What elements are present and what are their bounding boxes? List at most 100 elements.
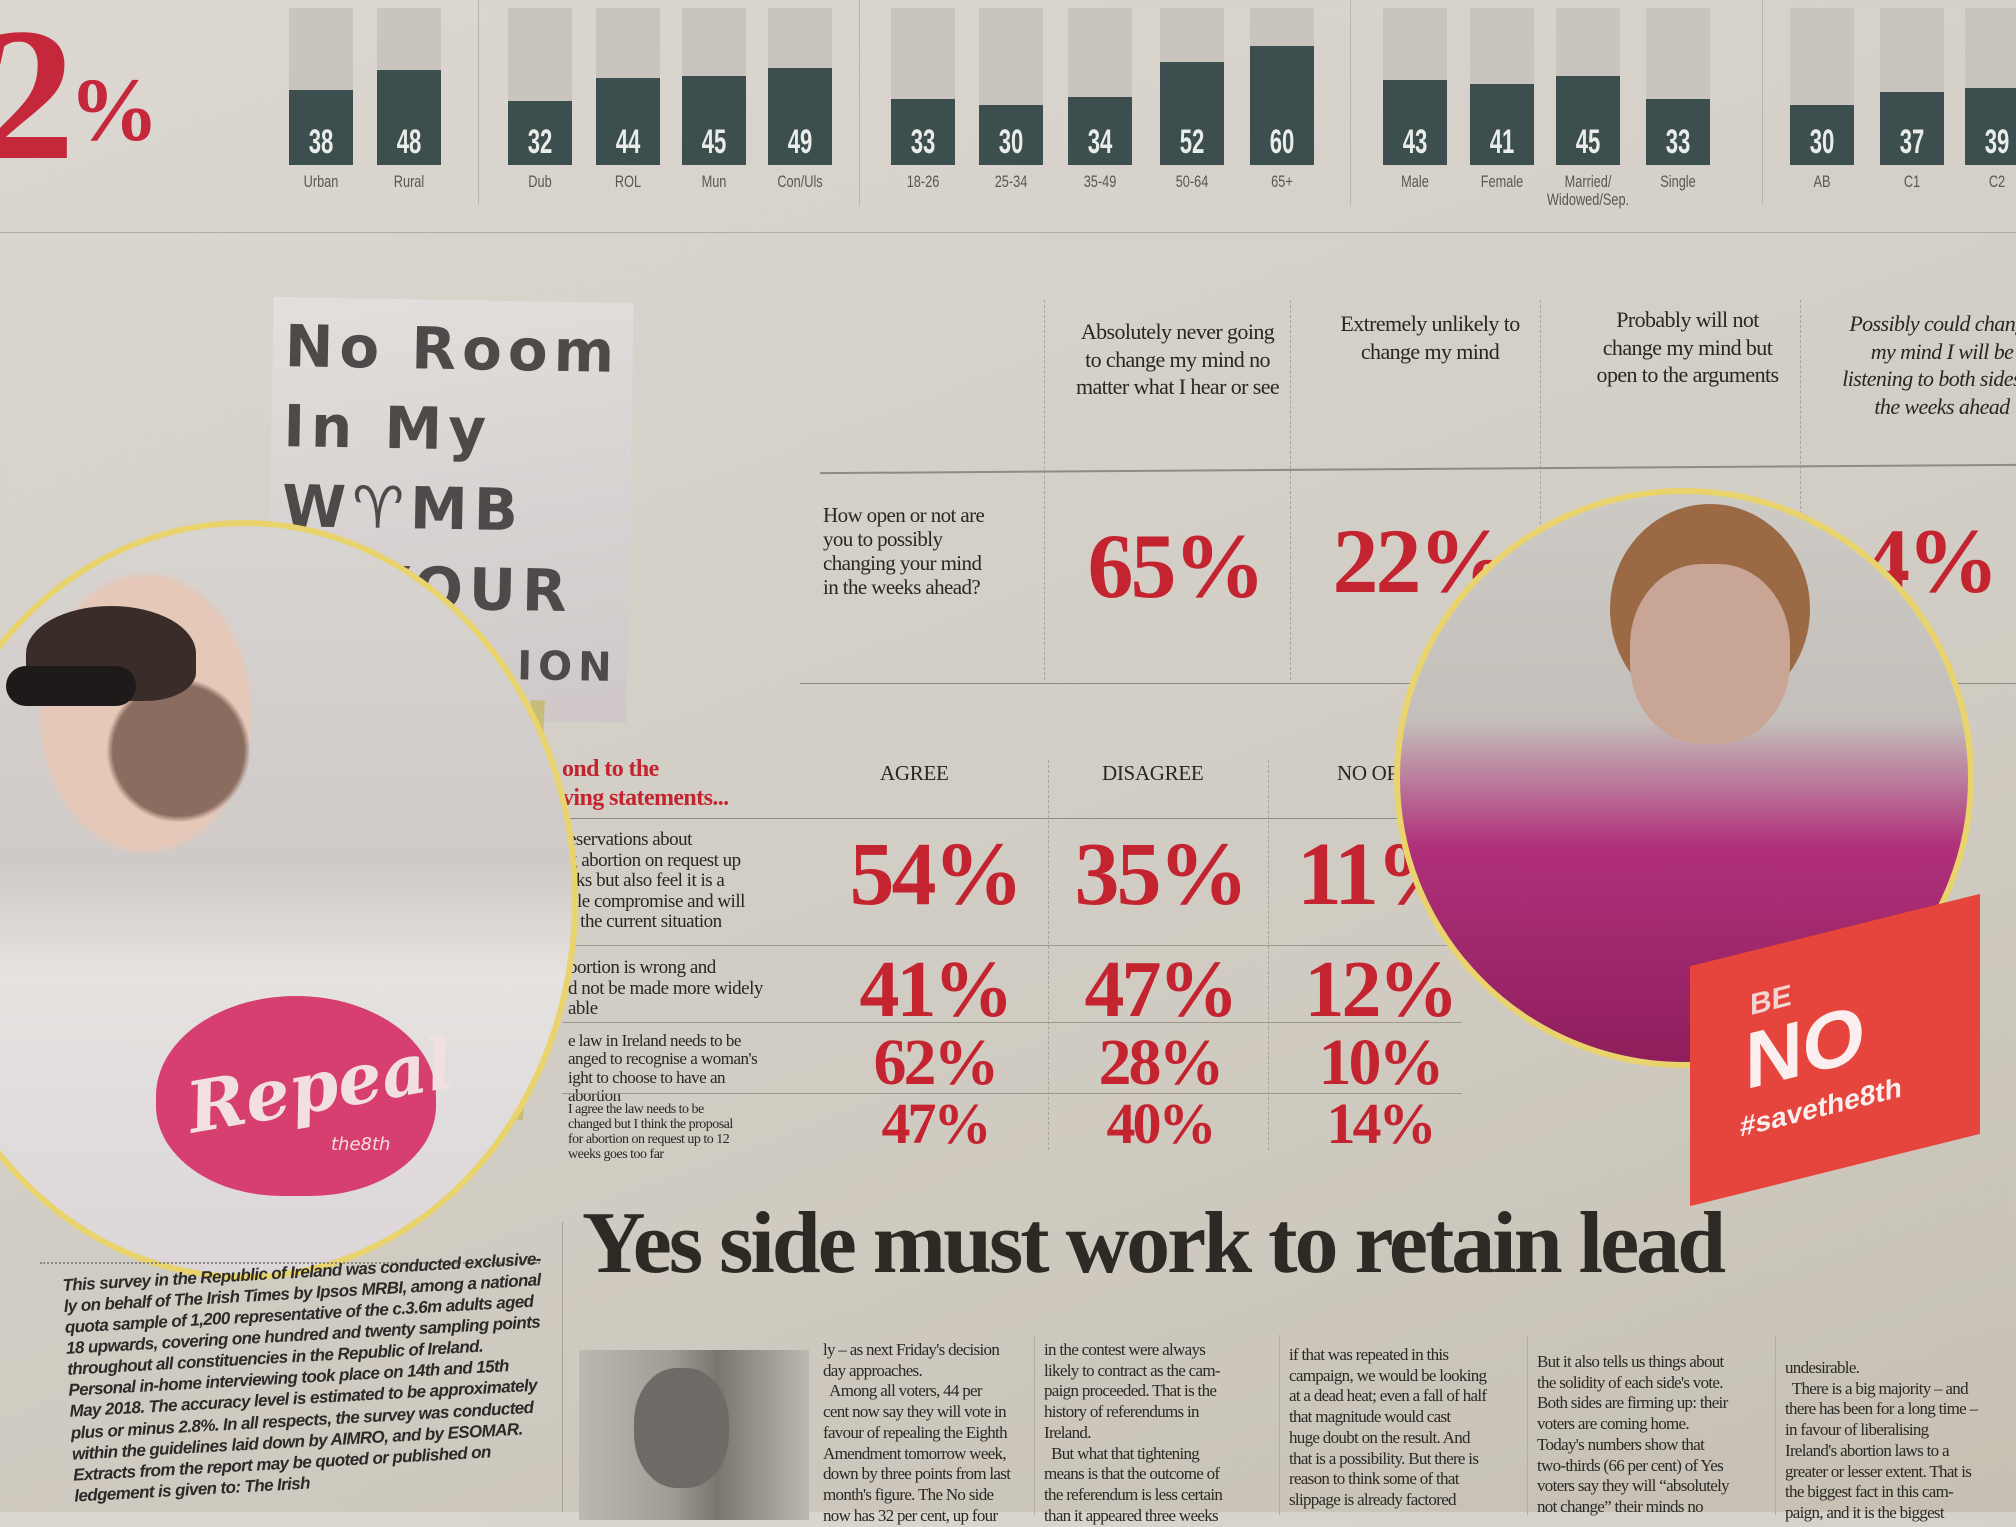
text-line: Ireland. (1044, 1423, 1274, 1444)
bar-value-label: 43 (1394, 125, 1436, 159)
text-line: if that was repeated in this (1289, 1345, 1519, 1366)
bar-value-label: 60 (1261, 125, 1303, 159)
bar-value-label: 48 (388, 125, 430, 159)
text-line: there has been for a long time – (1785, 1399, 2015, 1420)
statement-text: bortion is wrong and d not be made more … (568, 958, 830, 1020)
divider (1775, 1335, 1776, 1515)
text-line: that magnitude would cast (1289, 1407, 1519, 1428)
sunglasses-icon (6, 666, 136, 706)
divider (1527, 1335, 1528, 1515)
column-agree: AGREE (880, 763, 949, 784)
divider (1279, 1335, 1280, 1515)
pct-disagree: 35% (1055, 830, 1265, 920)
bar-category-label: Rural (363, 173, 456, 191)
bar-category-label: Female (1456, 173, 1549, 191)
column-header: Absolutely never going to change my mind… (1075, 318, 1280, 401)
text-line: Among all voters, 44 per (823, 1381, 1053, 1402)
bar-category-label: ROL (582, 173, 675, 191)
face (634, 1368, 729, 1488)
text-line: favour of repealing the Eighth (823, 1423, 1053, 1444)
pct-disagree: 47% (1055, 950, 1265, 1030)
bar-value-label: 45 (1567, 125, 1609, 159)
headline: Yes side must work to retain lead (582, 1200, 1723, 1288)
pct-agree: 47% (835, 1095, 1035, 1153)
bar-value-label: 30 (1801, 125, 1843, 159)
text-line: day approaches. (823, 1361, 1053, 1382)
text-line: at a dead heat; even a fall of half (1289, 1386, 1519, 1407)
pct-no-opinion: 10% (1280, 1030, 1480, 1096)
openness-question: How open or not are you to possibly chan… (823, 503, 998, 600)
text-line: now has 32 per cent, up four (823, 1506, 1053, 1527)
bar-value-label: 45 (693, 125, 735, 159)
text-line: month's figure. The No side (823, 1485, 1053, 1506)
text-line: slippage is already factored (1289, 1490, 1519, 1511)
methodology-box: This survey in the Republic of Ireland w… (62, 1246, 594, 1507)
bar-category-label: C2 (1951, 173, 2016, 191)
text-line: ly – as next Friday's decision (823, 1340, 1053, 1361)
bar-category-label: Con/Uls (754, 173, 847, 191)
text-line: undesirable. (1785, 1358, 2015, 1379)
bar-value-label: 39 (1976, 125, 2016, 159)
divider (562, 818, 1462, 819)
text-line: Ireland's abortion laws to a (1785, 1441, 2015, 1462)
pct-absolutely-never: 65% (1060, 520, 1290, 612)
face (1630, 564, 1790, 744)
text-line: greater or lesser extent. That is (1785, 1462, 2015, 1483)
sign-text: ION (517, 646, 618, 688)
pct-no-opinion: 14% (1280, 1095, 1480, 1153)
big-percentage-figure: 2% (0, 0, 159, 190)
text-line: in favour of liberalising (1785, 1420, 2015, 1441)
bar-value-label: 49 (779, 125, 821, 159)
statement-text: eservations about g abortion on request … (568, 830, 830, 933)
bar-category-label: Married/ Widowed/Sep. (1542, 173, 1635, 209)
divider (1762, 0, 1763, 205)
bar-category-label: 18-26 (877, 173, 970, 191)
divider (1034, 1335, 1035, 1515)
text-line: likely to contract as the cam- (1044, 1361, 1274, 1382)
sign-text: In My (283, 397, 493, 459)
text-line: not change” their minds no (1537, 1497, 1767, 1518)
bar-category-label: Single (1632, 173, 1725, 191)
divider (1290, 300, 1291, 680)
text-line: Both sides are firming up: their (1537, 1393, 1767, 1414)
divider (1048, 760, 1049, 1150)
divider (0, 232, 2016, 233)
text-line: than it appeared three weeks (1044, 1506, 1274, 1527)
text-line: down by three points from last (823, 1464, 1053, 1485)
bar-category-label: 35-49 (1054, 173, 1147, 191)
text-line: the referendum is less certain (1044, 1485, 1274, 1506)
bar-category-label: Dub (494, 173, 587, 191)
text-line: Today's numbers show that (1537, 1435, 1767, 1456)
bar-value-label: 33 (1657, 125, 1699, 159)
bar-category-label: Male (1369, 173, 1462, 191)
divider (1268, 760, 1269, 1150)
column-header: Extremely unlikely to change my mind (1330, 310, 1530, 365)
text-line: reason to think some of that (1289, 1469, 1519, 1490)
statement-text: I agree the law needs to be changed but … (568, 1102, 830, 1162)
statement-text: e law in Ireland needs to be anged to re… (568, 1032, 830, 1105)
repeal-heart-logo: Repeal the8th (156, 996, 436, 1196)
bar-value-label: 33 (902, 125, 944, 159)
text-line: the solidity of each side's vote. (1537, 1373, 1767, 1394)
bar-category-label: 25-34 (965, 173, 1058, 191)
article-column: undesirable. There is a big majority – a… (1785, 1358, 2015, 1524)
text-line: But it also tells us things about (1537, 1352, 1767, 1373)
text-line: that is a possibility. But there is (1289, 1449, 1519, 1470)
bar-category-label: 50-64 (1146, 173, 1239, 191)
text-line: voters are coming home. (1537, 1414, 1767, 1435)
bar-value-label: 44 (607, 125, 649, 159)
bar-category-label: Mun (668, 173, 761, 191)
text-line: voters say they will “absolutely (1537, 1476, 1767, 1497)
text-line: two-thirds (66 per cent) of Yes (1537, 1456, 1767, 1477)
pct-agree: 62% (835, 1030, 1035, 1096)
bar-category-label: AB (1776, 173, 1869, 191)
divider (859, 0, 860, 205)
bar-value-label: 37 (1891, 125, 1933, 159)
column-no-opinion: NO OP (1337, 763, 1398, 784)
bar-value-label: 41 (1481, 125, 1523, 159)
divider (1350, 0, 1351, 205)
